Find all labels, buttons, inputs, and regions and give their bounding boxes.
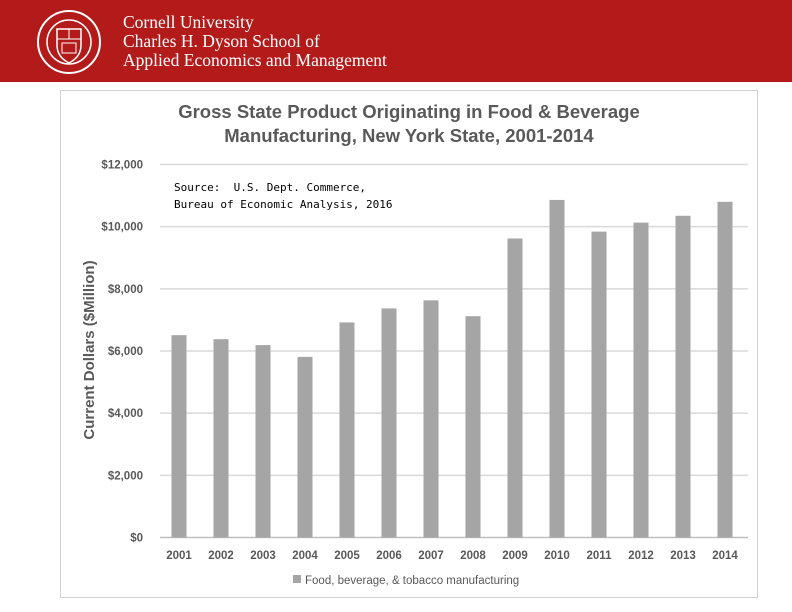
x-tick-label: 2006 — [376, 550, 402, 562]
legend-swatch — [293, 575, 301, 583]
bar-2011 — [591, 231, 607, 538]
source-line-2: Bureau of Economic Analysis, 2016 — [174, 198, 393, 211]
x-tick-label: 2002 — [208, 550, 234, 562]
source-annotation: Source: U.S. Dept. Commerce, Bureau of Ec… — [174, 179, 393, 213]
x-tick-label: 2005 — [334, 550, 360, 562]
chart-title-line-1: Gross State Product Originating in Food … — [178, 101, 640, 122]
bar-2002 — [213, 339, 229, 538]
y-axis-label: Current Dollars ($Million) — [81, 260, 98, 439]
bar-2003 — [255, 345, 271, 538]
y-tick-label: $12,000 — [101, 160, 143, 172]
x-tick-label: 2011 — [587, 550, 613, 562]
x-tick-label: 2010 — [544, 550, 570, 562]
bar-2006 — [381, 308, 397, 538]
header-line-3: Applied Economics and Management — [123, 50, 387, 70]
x-tick-label: 2008 — [460, 550, 486, 562]
bar-2010 — [549, 199, 565, 538]
bar-2012 — [633, 222, 649, 538]
bar-2004 — [297, 356, 313, 538]
x-tick-label: 2004 — [292, 550, 318, 562]
header-banner: Cornell University Charles H. Dyson Scho… — [0, 0, 792, 82]
bar-2001 — [171, 335, 187, 538]
cornell-seal-logo — [37, 10, 101, 74]
source-line-1: Source: U.S. Dept. Commerce, — [174, 181, 367, 194]
header-line-2: Charles H. Dyson School of — [123, 31, 320, 51]
bar-2014 — [717, 201, 733, 538]
x-tick-label: 2014 — [712, 550, 738, 562]
bar-2008 — [465, 316, 481, 538]
bar-2013 — [675, 215, 691, 538]
bar-2005 — [339, 322, 355, 538]
x-tick-label: 2013 — [670, 550, 696, 562]
bar-2009 — [507, 238, 523, 538]
chart-frame — [60, 90, 758, 598]
chart-title-line-2: Manufacturing, New York State, 2001-2014 — [224, 125, 594, 146]
y-tick-label: $10,000 — [101, 222, 143, 234]
y-tick-label: $2,000 — [108, 470, 143, 482]
x-tick-label: 2009 — [502, 550, 528, 562]
y-tick-label: $0 — [130, 533, 143, 545]
y-tick-label: $4,000 — [108, 408, 143, 420]
x-tick-label: 2012 — [628, 550, 654, 562]
chart-title: Gross State Product Originating in Food … — [60, 100, 758, 148]
y-tick-label: $6,000 — [108, 346, 143, 358]
x-tick-label: 2003 — [250, 550, 276, 562]
header-line-1: Cornell University — [123, 12, 254, 32]
x-tick-label: 2007 — [418, 550, 444, 562]
x-tick-label: 2001 — [166, 550, 192, 562]
bar-2007 — [423, 300, 439, 538]
y-tick-label: $8,000 — [108, 284, 143, 296]
legend-label: Food, beverage, & tobacco manufacturing — [305, 575, 519, 587]
